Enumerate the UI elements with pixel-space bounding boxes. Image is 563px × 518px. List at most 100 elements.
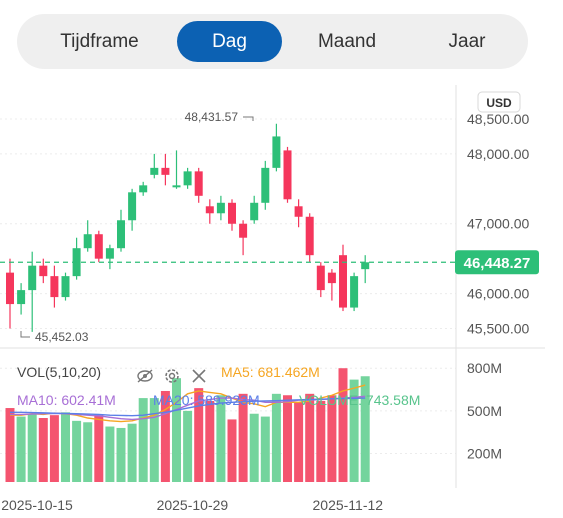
candle[interactable] <box>61 272 70 301</box>
currency-badge[interactable] <box>477 91 521 113</box>
candle[interactable] <box>283 146 292 203</box>
close-icon[interactable] <box>192 369 206 383</box>
candle[interactable] <box>261 160 270 210</box>
volume-bar <box>49 415 59 482</box>
candle-body <box>316 265 325 291</box>
tab-jaar[interactable]: Jaar <box>448 31 486 52</box>
candle[interactable] <box>39 258 48 284</box>
candle-body <box>83 234 92 249</box>
candle[interactable] <box>172 150 181 189</box>
volume-bar <box>27 413 37 482</box>
candle-body <box>261 167 270 203</box>
price-tick-label: 48,500.00 <box>467 111 529 127</box>
ma10-legend: MA10: 602.41M <box>17 392 116 408</box>
candle[interactable] <box>361 255 370 284</box>
high-price-annotation: 48,431.57 <box>185 110 239 124</box>
candle[interactable] <box>316 262 325 298</box>
candle-body <box>139 185 148 193</box>
candle-body <box>94 234 103 259</box>
candle[interactable] <box>139 181 148 196</box>
candle-body <box>283 150 292 200</box>
price-tick-label: 47,000.00 <box>467 216 529 232</box>
candle-body <box>250 202 259 221</box>
candle[interactable] <box>105 244 114 270</box>
candle-body <box>294 206 303 217</box>
candle[interactable] <box>339 244 347 312</box>
volume-bar <box>116 427 126 482</box>
volume-bar <box>238 393 248 482</box>
candle[interactable] <box>183 167 192 189</box>
candle[interactable] <box>305 213 314 263</box>
candle[interactable] <box>28 251 37 332</box>
gear-icon[interactable] <box>165 369 179 383</box>
candle-body <box>305 216 314 256</box>
candle[interactable] <box>350 272 359 312</box>
candle-body <box>161 167 170 175</box>
volume-bar <box>305 393 315 482</box>
candle-body <box>17 290 26 305</box>
ma20-legend: MA20: 589.923M <box>153 392 260 408</box>
candle[interactable] <box>161 153 170 186</box>
volume-bar <box>260 416 270 482</box>
candle-body <box>105 248 114 259</box>
candle-body <box>228 202 236 224</box>
candle[interactable] <box>128 188 137 231</box>
candle-body <box>128 192 137 221</box>
candle[interactable] <box>216 195 225 221</box>
volume-bar <box>194 388 204 482</box>
low-price-annotation: 45,452.03 <box>35 330 89 344</box>
candle[interactable] <box>239 220 248 256</box>
candle-body <box>194 171 203 196</box>
price-tick-label: 46,000.00 <box>467 286 529 302</box>
candle[interactable] <box>150 153 159 179</box>
candle[interactable] <box>194 167 203 203</box>
volume-bar <box>138 398 148 482</box>
candle-body <box>50 276 59 298</box>
candle[interactable] <box>83 220 92 252</box>
candle[interactable] <box>327 269 336 301</box>
volume-ma-line-ma20 <box>10 397 366 417</box>
candle[interactable] <box>72 237 81 280</box>
volume-bar <box>149 398 159 482</box>
volume-bar <box>16 416 26 482</box>
candle-body <box>339 255 347 308</box>
volume-bar <box>249 413 259 482</box>
x-axis-label: 2025-11-12 <box>313 497 384 513</box>
candle-body <box>172 185 181 188</box>
candle[interactable] <box>94 230 103 263</box>
volume-bar <box>338 368 348 482</box>
x-axis-label: 2025-10-15 <box>1 497 73 513</box>
candle-body <box>350 276 359 308</box>
candle[interactable] <box>228 199 236 231</box>
candle[interactable] <box>50 265 59 308</box>
ma5-legend: MA5: 681.462M <box>221 364 320 380</box>
volume-bar <box>38 418 48 482</box>
candle-body <box>61 276 70 298</box>
tab-dag[interactable]: Dag <box>177 21 282 62</box>
candle[interactable] <box>205 199 214 224</box>
candle[interactable] <box>17 283 26 315</box>
candle[interactable] <box>250 195 259 224</box>
tab-tijdframe[interactable]: Tijdframe <box>60 31 139 52</box>
tab-maand[interactable]: Maand <box>317 31 377 52</box>
candle[interactable] <box>6 258 14 329</box>
volume-bar <box>105 426 115 482</box>
candle[interactable] <box>294 199 303 228</box>
candle-body <box>327 272 336 284</box>
candle[interactable] <box>117 209 125 252</box>
x-axis-label: 2025-10-29 <box>157 497 229 513</box>
volume-bar <box>360 376 370 482</box>
current-price-badge <box>455 250 539 275</box>
candle[interactable] <box>272 123 281 172</box>
volume-bar <box>294 402 304 482</box>
currency-label: USD <box>486 96 512 110</box>
eye-off-icon[interactable] <box>137 369 153 383</box>
candle-body <box>272 136 281 168</box>
volume-bar <box>349 379 359 482</box>
candle-body <box>205 206 214 214</box>
volume-tick-label: 500M <box>467 403 502 419</box>
current-price-label: 46,448.27 <box>464 255 531 272</box>
volume-legend-title: VOL(5,10,20) <box>17 364 101 380</box>
price-tick-label: 45,500.00 <box>467 321 529 337</box>
